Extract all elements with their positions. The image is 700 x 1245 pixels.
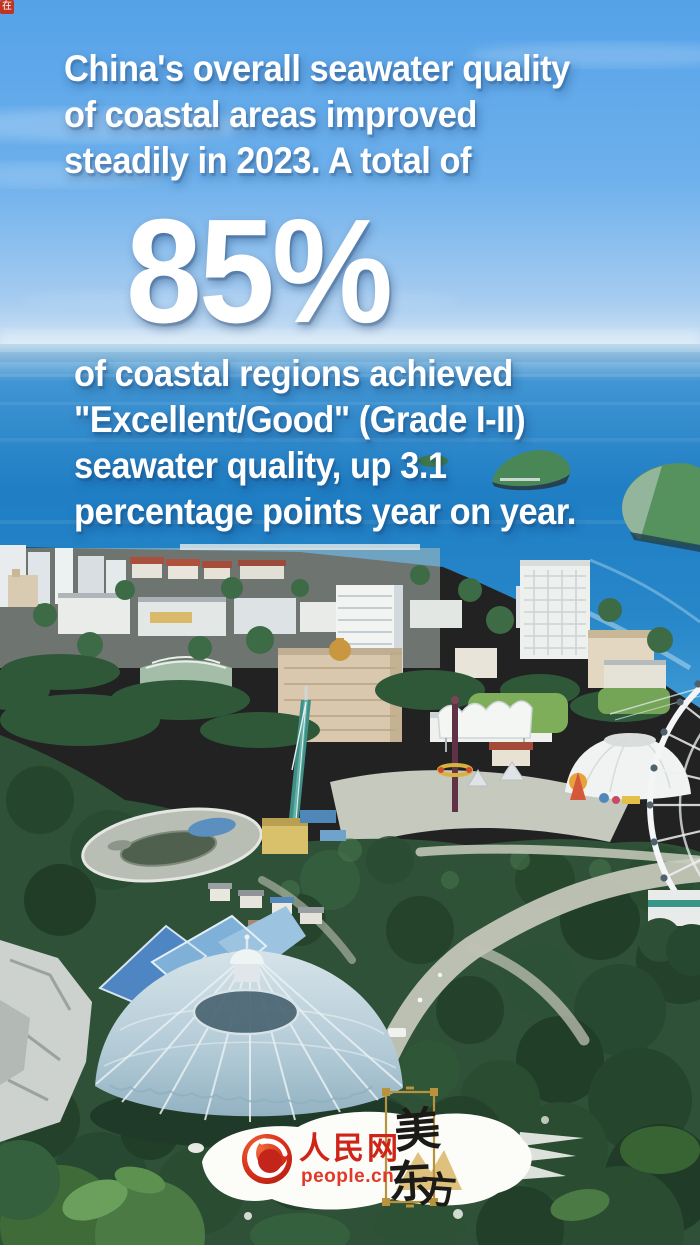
stat-value: 85% <box>126 189 393 354</box>
sea <box>0 344 700 708</box>
body-line-1: of coastal regions achieved <box>74 353 513 394</box>
city <box>0 544 673 748</box>
body-line-3: seawater quality, up 3.1 <box>74 445 447 486</box>
headline-text: China's overall seawater quality of coas… <box>64 46 570 184</box>
body-line-4: percentage points year on year. <box>74 491 576 532</box>
amusement-park <box>287 686 700 850</box>
islands <box>418 450 700 552</box>
white-rocks <box>0 940 92 1142</box>
body-line-2: "Excellent/Good" (Grade I-II) <box>74 399 526 440</box>
ring-building <box>81 807 346 936</box>
headline-line-1: China's overall seawater quality <box>64 48 570 89</box>
calligraphy-frame <box>382 1086 438 1208</box>
headline-line-2: of coastal areas improved <box>64 94 477 135</box>
headline-line-3: steadily in 2023. A total of <box>64 140 472 181</box>
body-text: of coastal regions achieved "Excellent/G… <box>74 351 576 535</box>
ferris-wheel <box>638 680 700 976</box>
foreground-foliage <box>0 1126 700 1245</box>
